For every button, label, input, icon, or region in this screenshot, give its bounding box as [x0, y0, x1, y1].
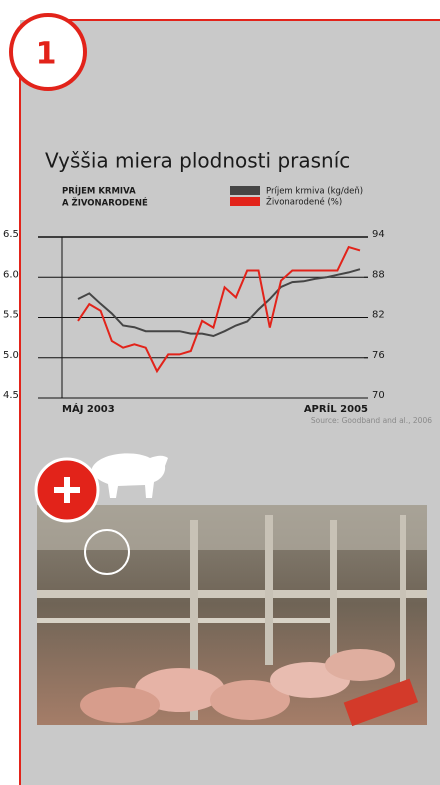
y-tick-label: 6.0 — [3, 269, 19, 280]
y-tick-label: 4.5 — [3, 390, 19, 401]
legend-label: Príjem krmiva (kg/deň) — [266, 186, 363, 197]
x-tick-label: APRÍL 2005 — [304, 402, 368, 415]
page: 1 Vyššia miera plodnosti prasníc PRÍJEM … — [0, 0, 440, 785]
y2-tick-label: 82 — [372, 310, 385, 321]
y-axis-label: PRÍJEM KRMIVA — [62, 185, 136, 197]
source: Source: Goodband and al., 2006 — [311, 416, 432, 425]
y-tick-label: 6.5 — [3, 229, 19, 240]
y-axis-label: A ŽIVONARODENÉ — [62, 197, 148, 209]
y2-tick-label: 88 — [372, 269, 385, 280]
y2-tick-label: 70 — [372, 390, 385, 401]
badge-number: 1 — [36, 37, 57, 72]
legend-label: Živonarodené (%) — [266, 196, 342, 208]
y2-tick-label: 76 — [372, 350, 385, 361]
legend-swatch — [230, 186, 260, 195]
legend-swatch — [230, 197, 260, 206]
y-tick-label: 5.0 — [3, 350, 19, 361]
plus-icon — [64, 477, 70, 503]
y-tick-label: 5.5 — [3, 310, 19, 321]
y2-tick-label: 94 — [372, 229, 385, 240]
chart-title: Vyššia miera plodnosti prasníc — [45, 149, 350, 173]
x-tick-label: MÁJ 2003 — [62, 402, 115, 415]
